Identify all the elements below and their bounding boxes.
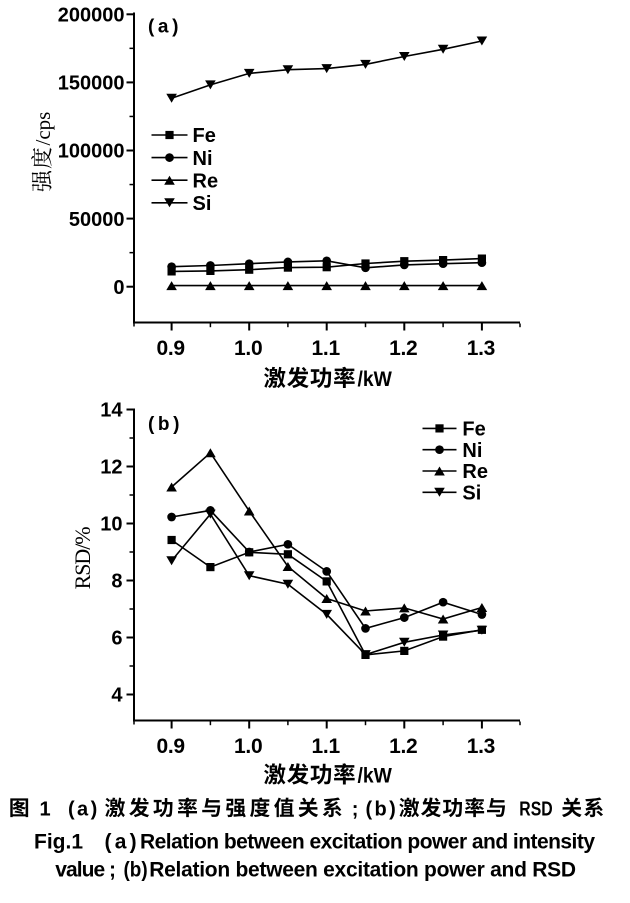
svg-text:/cps: /cps <box>31 112 55 146</box>
svg-text:1.3: 1.3 <box>467 337 495 360</box>
svg-text:RSD: RSD <box>519 798 552 820</box>
svg-text:50000: 50000 <box>69 209 125 231</box>
svg-text:(a): (a) <box>68 798 100 820</box>
svg-text:Fe: Fe <box>462 419 485 441</box>
svg-text:4: 4 <box>111 685 123 707</box>
svg-text:150000: 150000 <box>58 73 125 95</box>
svg-text:Fe: Fe <box>193 125 216 147</box>
svg-text:(a): (a) <box>105 830 140 853</box>
svg-text:1.1: 1.1 <box>312 735 341 758</box>
svg-text:1.2: 1.2 <box>389 735 417 758</box>
svg-text:100000: 100000 <box>58 141 125 163</box>
svg-text:/kW: /kW <box>358 765 392 788</box>
svg-text:0.9: 0.9 <box>156 337 184 360</box>
svg-text:1.0: 1.0 <box>234 735 262 758</box>
svg-text:(a): (a) <box>148 17 182 38</box>
svg-text:;: ; <box>109 858 116 881</box>
svg-text:8: 8 <box>111 571 122 593</box>
svg-text:0.9: 0.9 <box>156 735 184 758</box>
svg-text:RSD/%: RSD/% <box>70 526 95 589</box>
svg-text:(b): (b) <box>148 414 183 435</box>
svg-text:14: 14 <box>100 400 123 422</box>
svg-text:12: 12 <box>100 457 122 479</box>
svg-text:1.1: 1.1 <box>312 337 341 360</box>
svg-text:;: ; <box>352 798 359 820</box>
svg-text:1: 1 <box>40 798 51 820</box>
svg-text:value: value <box>55 858 105 881</box>
svg-text:10: 10 <box>100 514 122 536</box>
svg-text:Re: Re <box>193 170 219 192</box>
svg-text:Fig.1: Fig.1 <box>34 830 83 853</box>
svg-text:Ni: Ni <box>462 440 482 462</box>
svg-text:1.2: 1.2 <box>389 337 417 360</box>
svg-text:1.0: 1.0 <box>234 337 262 360</box>
svg-text:Re: Re <box>462 461 488 483</box>
svg-text:200000: 200000 <box>58 5 125 27</box>
svg-text:6: 6 <box>111 628 122 650</box>
svg-text:1.3: 1.3 <box>467 735 495 758</box>
svg-text:Relation between excitation po: Relation between excitation power and RS… <box>149 858 576 881</box>
svg-text:Relation between excitation po: Relation between excitation power and in… <box>140 830 595 853</box>
svg-text:Ni: Ni <box>193 148 213 170</box>
svg-text:Si: Si <box>193 193 212 215</box>
svg-text:/kW: /kW <box>358 368 392 391</box>
svg-text:Si: Si <box>462 483 481 505</box>
svg-text:0: 0 <box>113 277 124 299</box>
svg-text:(b): (b) <box>124 858 148 881</box>
svg-text:(b): (b) <box>366 798 399 820</box>
